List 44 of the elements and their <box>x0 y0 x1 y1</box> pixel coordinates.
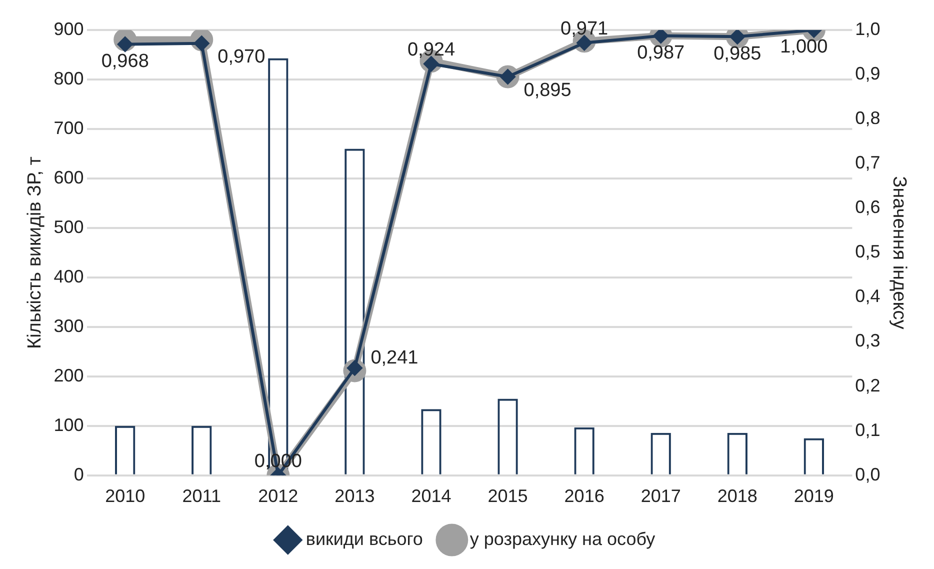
y-tick-label: 800 <box>54 68 84 88</box>
y2-tick-label: 0,9 <box>855 64 880 84</box>
data-label: 0,970 <box>218 46 266 68</box>
data-label: 0,987 <box>637 42 685 64</box>
legend-label: у розрахунку на особу <box>470 528 656 549</box>
y-tick-label: 400 <box>54 266 84 286</box>
y2-tick-label: 0,0 <box>855 464 880 484</box>
x-tick-label: 2017 <box>640 486 681 506</box>
y-tick-label: 100 <box>54 414 84 435</box>
x-tick-label: 2011 <box>182 486 221 506</box>
data-label: 0,968 <box>101 50 149 72</box>
data-label: 1,000 <box>780 36 828 58</box>
y-tick-label: 0 <box>74 464 84 484</box>
data-label: 0,895 <box>524 80 572 101</box>
data-label: 0,241 <box>370 347 418 368</box>
y2-tick-label: 0,7 <box>855 152 880 173</box>
x-tick-label: 2013 <box>334 486 375 506</box>
x-tick-label: 2018 <box>717 486 758 506</box>
y-tick-label: 500 <box>54 216 84 237</box>
x-tick-label: 2015 <box>488 486 528 506</box>
y2-tick-label: 0,2 <box>855 375 880 396</box>
y-tick-label: 900 <box>54 18 84 39</box>
x-tick-label: 2012 <box>258 486 298 506</box>
x-tick-label: 2010 <box>105 486 146 506</box>
y2-tick-label: 0,1 <box>855 420 880 440</box>
y-tick-label: 700 <box>54 118 84 138</box>
y2-tick-label: 1,0 <box>855 18 880 39</box>
legend-label: викиди всього <box>306 528 423 549</box>
x-tick-label: 2019 <box>794 486 834 506</box>
y-tick-label: 300 <box>54 316 84 336</box>
x-tick-label: 2014 <box>411 486 452 506</box>
y2-axis-title: Значення індексу <box>888 176 910 330</box>
y-tick-label: 600 <box>54 167 84 188</box>
y2-tick-label: 0,6 <box>855 197 880 218</box>
y2-tick-label: 0,8 <box>855 108 880 128</box>
y2-tick-label: 0,5 <box>855 242 880 262</box>
data-label: 0,924 <box>407 40 456 61</box>
y-axis-title: Кількість викидів ЗР, т <box>24 156 46 349</box>
data-label: 0,971 <box>560 18 608 40</box>
data-label: 0,985 <box>714 43 762 64</box>
x-tick-label: 2016 <box>564 486 604 506</box>
y2-tick-label: 0,3 <box>855 330 880 351</box>
y2-tick-label: 0,4 <box>855 286 880 306</box>
y-tick-label: 200 <box>54 365 84 386</box>
